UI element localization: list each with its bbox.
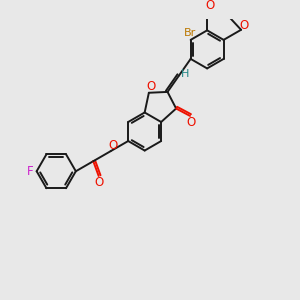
Text: O: O — [205, 0, 214, 12]
Text: O: O — [187, 116, 196, 129]
Text: O: O — [94, 176, 103, 189]
Text: O: O — [239, 19, 248, 32]
Text: O: O — [109, 139, 118, 152]
Text: O: O — [146, 80, 155, 93]
Text: H: H — [181, 69, 189, 79]
Text: Br: Br — [183, 28, 196, 38]
Text: F: F — [27, 165, 34, 178]
